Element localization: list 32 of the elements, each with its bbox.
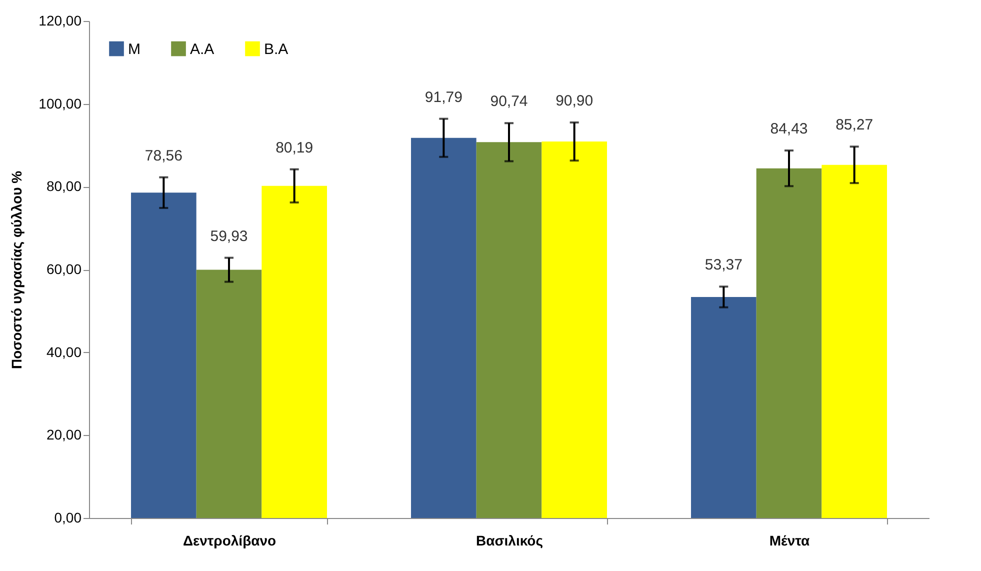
x-tick-label: Δεντρολίβανο [182, 532, 276, 548]
data-label: 91,79 [424, 88, 462, 106]
bar [542, 142, 607, 518]
y-axis-title: Ποσοστό υγρασίας φύλλου % [8, 170, 25, 370]
legend-label: A.A [190, 40, 214, 58]
data-label: 84,43 [770, 120, 808, 138]
y-tick-label: 20,00 [46, 426, 82, 443]
bar [756, 168, 822, 518]
y-tick-label: 100,00 [38, 95, 82, 112]
y-tick-label: 0,00 [54, 510, 82, 526]
x-tick-label: Μέντα [769, 532, 810, 548]
x-tick-label: Βασιλικός [476, 532, 544, 548]
y-tick-label: 60,00 [46, 261, 82, 277]
bar [262, 186, 327, 518]
bar [822, 164, 887, 518]
y-tick-label: 120,00 [38, 12, 82, 28]
data-label: 90,90 [556, 92, 594, 110]
y-tick-label: 40,00 [46, 344, 82, 360]
bar [476, 142, 542, 518]
bar [131, 192, 196, 518]
y-tick-label: 80,00 [46, 178, 82, 194]
data-label: 78,56 [144, 147, 182, 164]
data-label: 85,27 [836, 116, 874, 134]
legend-label: M [128, 40, 140, 58]
data-label: 59,93 [210, 228, 248, 245]
data-label: 80,19 [276, 139, 314, 156]
bar [411, 138, 476, 518]
bar [196, 270, 262, 518]
data-label: 90,74 [490, 93, 528, 110]
data-label: 53,37 [704, 256, 742, 274]
legend-label: B.A [264, 40, 288, 58]
bar [691, 296, 756, 518]
